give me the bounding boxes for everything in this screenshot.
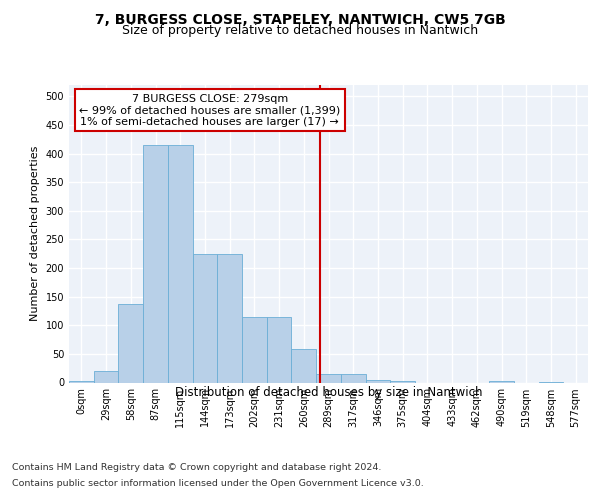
- Bar: [390, 381, 415, 382]
- Y-axis label: Number of detached properties: Number of detached properties: [30, 146, 40, 322]
- Bar: [193, 254, 217, 382]
- Bar: [118, 304, 143, 382]
- Text: 7, BURGESS CLOSE, STAPELEY, NANTWICH, CW5 7GB: 7, BURGESS CLOSE, STAPELEY, NANTWICH, CW…: [95, 12, 505, 26]
- Bar: [242, 316, 267, 382]
- Text: Contains public sector information licensed under the Open Government Licence v3: Contains public sector information licen…: [12, 479, 424, 488]
- Text: 7 BURGESS CLOSE: 279sqm
← 99% of detached houses are smaller (1,399)
1% of semi-: 7 BURGESS CLOSE: 279sqm ← 99% of detache…: [79, 94, 340, 127]
- Bar: [267, 316, 292, 382]
- Text: Distribution of detached houses by size in Nantwich: Distribution of detached houses by size …: [175, 386, 482, 399]
- Bar: [316, 374, 341, 382]
- Bar: [143, 145, 168, 382]
- Bar: [217, 254, 242, 382]
- Text: Size of property relative to detached houses in Nantwich: Size of property relative to detached ho…: [122, 24, 478, 37]
- Bar: [341, 374, 365, 382]
- Bar: [365, 380, 390, 382]
- Bar: [168, 145, 193, 382]
- Bar: [292, 350, 316, 382]
- Bar: [94, 371, 118, 382]
- Text: Contains HM Land Registry data © Crown copyright and database right 2024.: Contains HM Land Registry data © Crown c…: [12, 462, 382, 471]
